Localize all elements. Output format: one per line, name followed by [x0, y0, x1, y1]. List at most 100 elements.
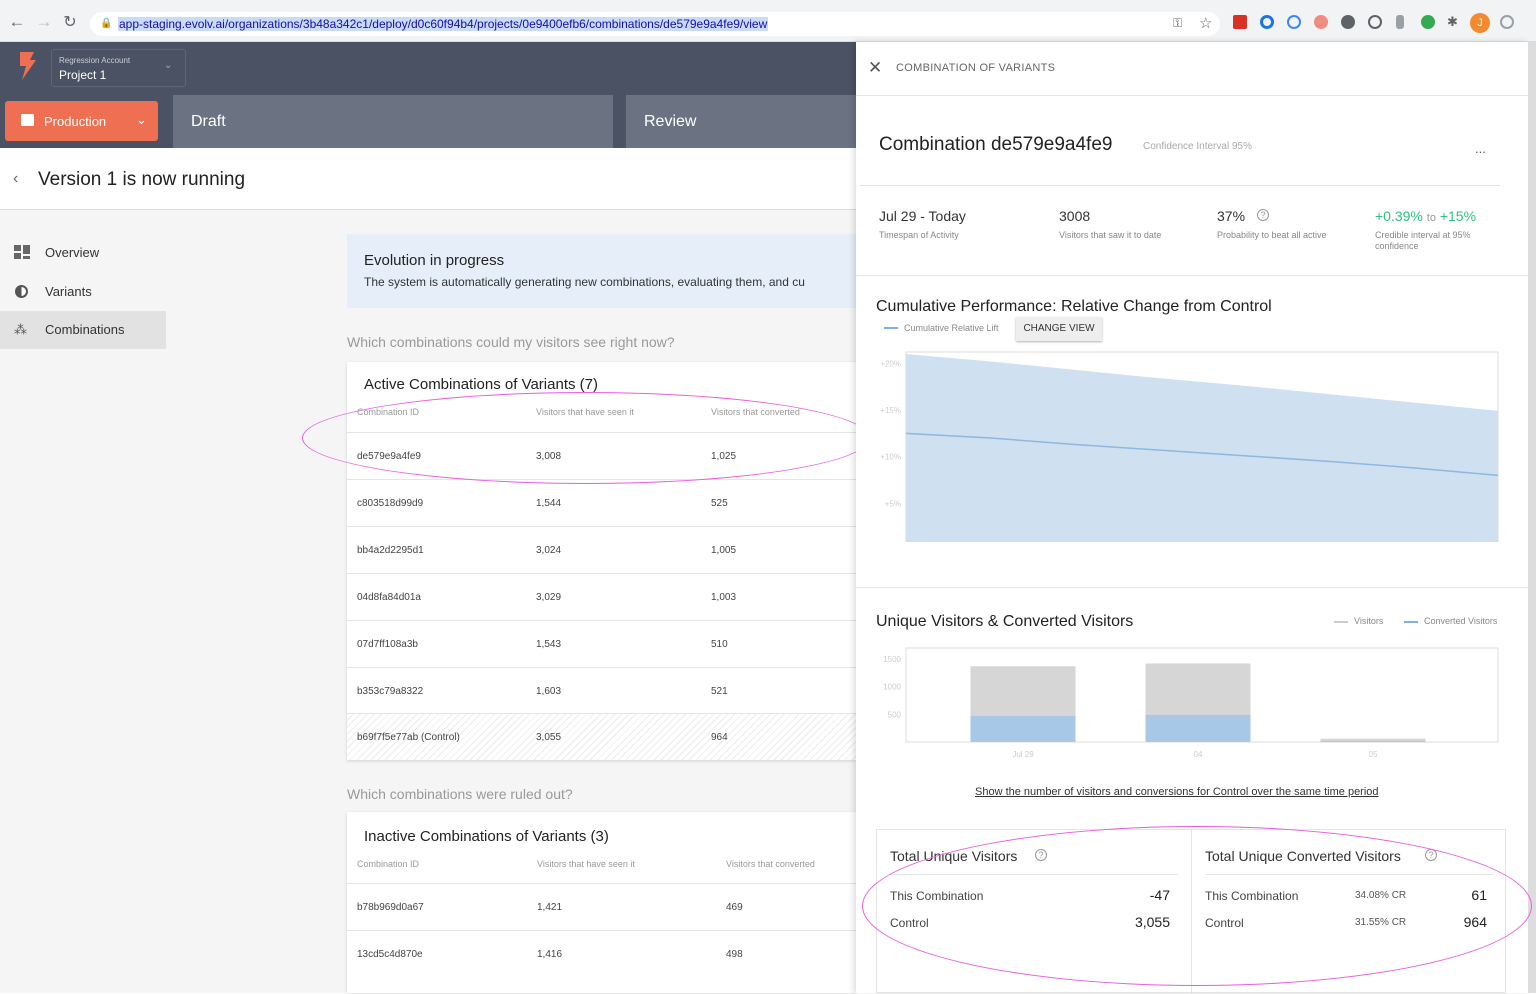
project-selector[interactable]: Regression Account Project 1 ⌄	[51, 49, 186, 87]
y-tick-label: 1500	[883, 655, 901, 664]
visitors-label: Visitors that saw it to date	[1059, 230, 1162, 240]
table-row[interactable]: 13cd5c4d870e 1,416 498	[347, 930, 856, 977]
control-link[interactable]: Show the number of visitors and conversi…	[975, 786, 1379, 798]
combination-id: b353c79a8322	[357, 686, 424, 697]
extension-icon[interactable]	[1368, 15, 1382, 29]
y-tick-label: +10%	[880, 453, 901, 462]
sidebar-item-label: Variants	[45, 284, 92, 299]
timespan-label: Timespan of Activity	[879, 230, 959, 240]
divider	[856, 587, 1528, 588]
active-question: Which combinations could my visitors see…	[347, 334, 675, 350]
extension-icon[interactable]	[1287, 15, 1301, 29]
table-row[interactable]: c803518d99d9 1,544 525	[347, 479, 856, 526]
sidebar-item-label: Overview	[45, 245, 100, 260]
table-row-control[interactable]: b69f7f5e77ab (Control) 3,055 964	[347, 713, 856, 760]
visitors-seen: 1,543	[536, 639, 562, 650]
visitors-converted: 469	[726, 902, 743, 913]
visitors-converted: 1,003	[711, 592, 737, 603]
legend-label: Visitors	[1354, 616, 1384, 626]
forward-icon[interactable]: →	[35, 12, 53, 31]
avatar[interactable]: J	[1470, 13, 1490, 33]
lock-icon: 🔒	[100, 18, 113, 29]
y-tick-label: 500	[888, 710, 902, 719]
visitors-converted: 964	[711, 732, 728, 743]
y-tick-label: +15%	[880, 406, 901, 415]
visitors-converted: 498	[726, 949, 743, 960]
divider	[860, 185, 1500, 186]
legend-line	[884, 327, 898, 329]
combination-id: 07d7ff108a3b	[357, 639, 418, 650]
interval-high: +15%	[1439, 208, 1477, 224]
table-row[interactable]: bb4a2d2295d1 3,024 1,005	[347, 526, 856, 573]
version-bar	[0, 148, 856, 210]
converted-bar	[970, 716, 1076, 742]
timespan-value: Jul 29 - Today	[879, 208, 966, 224]
visitors-chart-title: Unique Visitors & Converted Visitors	[876, 613, 1134, 630]
extension-icon[interactable]	[1396, 15, 1404, 29]
x-tick-label: 04	[1194, 750, 1203, 759]
credible-interval-label: Credible interval at 95% confidence	[1375, 230, 1471, 251]
back-chevron-icon[interactable]: ‹	[13, 170, 19, 187]
close-icon[interactable]: ✕	[868, 58, 883, 77]
sidebar-item-overview[interactable]: Overview	[0, 234, 166, 272]
table-row[interactable]: 07d7ff108a3b 1,543 510	[347, 620, 856, 667]
legend-label: Cumulative Relative Lift	[904, 323, 999, 333]
tab-draft[interactable]: Draft	[173, 95, 613, 148]
table-row[interactable]: 04d8fa84d01a 3,029 1,003	[347, 573, 856, 620]
production-button[interactable]: Production ⌄	[5, 101, 158, 141]
inactive-combinations-card: Inactive Combinations of Variants (3) Co…	[347, 812, 856, 993]
tab-review[interactable]: Review	[626, 95, 856, 148]
lift-line	[905, 432, 1499, 477]
sidebar-item-variants[interactable]: Variants	[0, 273, 166, 311]
logo-icon[interactable]	[16, 50, 40, 82]
visitors-seen: 1,544	[536, 498, 562, 509]
extension-icon[interactable]	[1421, 15, 1435, 29]
visitors-seen: 1,603	[536, 686, 562, 697]
key-icon[interactable]: ⚿	[1173, 16, 1183, 30]
server-icon	[21, 114, 34, 126]
puzzle-icon[interactable]: ✱	[1447, 14, 1458, 29]
extension-icon[interactable]	[1341, 15, 1355, 29]
production-label: Production	[44, 114, 107, 129]
project-name: Project 1	[59, 68, 107, 82]
url-text[interactable]: app-staging.evolv.ai/organizations/3b48a…	[118, 17, 769, 31]
sidebar-item-combinations[interactable]: Combinations	[0, 311, 166, 349]
combination-id: 04d8fa84d01a	[357, 592, 421, 603]
extension-icon[interactable]	[1260, 15, 1274, 29]
converted-bar	[1145, 714, 1251, 742]
confidence-label: Confidence Interval 95%	[1143, 141, 1252, 152]
more-options-button[interactable]: ...	[1475, 141, 1486, 156]
account-label: Regression Account	[59, 56, 131, 65]
extension-icon[interactable]	[1233, 15, 1247, 29]
annotation-ellipse	[862, 826, 1532, 986]
menu-icon[interactable]	[1500, 15, 1514, 29]
combination-id: 13cd5c4d870e	[357, 949, 423, 960]
inactive-question: Which combinations were ruled out?	[347, 786, 573, 802]
legend-label: Converted Visitors	[1424, 616, 1498, 626]
scrollbar[interactable]	[1528, 42, 1536, 993]
divider	[856, 95, 1528, 96]
reload-icon[interactable]: ↻	[63, 14, 77, 31]
interval-low: +0.39%	[1375, 208, 1423, 224]
combination-id: b78b969d0a67	[357, 902, 424, 913]
legend-line	[1334, 621, 1348, 623]
drawer-header: COMBINATION OF VARIANTS	[896, 62, 1056, 74]
help-icon[interactable]: ?	[1257, 209, 1269, 221]
confidence-band	[906, 354, 1498, 542]
table-row[interactable]: b78b969d0a67 1,421 469	[347, 883, 856, 930]
converted-bar	[1320, 740, 1426, 742]
extension-icon[interactable]	[1314, 15, 1328, 29]
visitors-bar	[1320, 738, 1426, 742]
evolution-banner: Evolution in progress The system is auto…	[347, 234, 856, 308]
star-icon[interactable]: ☆	[1199, 15, 1213, 32]
visitors-value: 3008	[1059, 208, 1091, 224]
inactive-title: Inactive Combinations of Variants (3)	[364, 828, 609, 845]
x-tick-label: Jul 29	[1012, 750, 1034, 759]
version-title: Version 1 is now running	[38, 169, 246, 190]
change-view-button[interactable]: CHANGE VIEW	[1016, 317, 1102, 341]
chevron-down-icon: ⌄	[164, 60, 173, 71]
table-row[interactable]: b353c79a8322 1,603 521	[347, 667, 856, 714]
back-icon[interactable]: ←	[8, 12, 26, 31]
sidebar-item-label: Combinations	[45, 322, 125, 337]
credible-interval-value: +0.39% to +15%	[1375, 208, 1476, 224]
